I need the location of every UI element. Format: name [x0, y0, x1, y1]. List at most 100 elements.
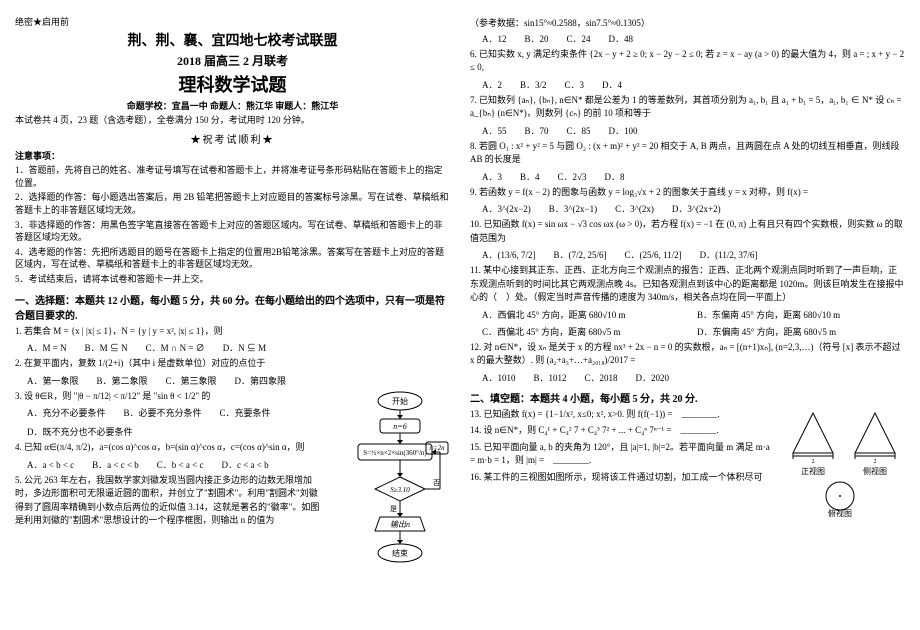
q-text: 已知函数 f(x) = {1−1/x², x≤0; x², x>0. 则 f(f… [484, 409, 720, 419]
q-num: 7. [470, 95, 477, 105]
opt: B．必要不充分条件 [124, 406, 202, 419]
front-view-label: 正视图 [801, 466, 825, 476]
opt: C．3^(2x) [615, 202, 654, 215]
opt: D．4 [602, 78, 622, 91]
q-num: 2. [15, 358, 22, 368]
fc-branch: S≥3.10 [390, 486, 410, 494]
opt: B．20 [525, 32, 549, 45]
q-text: 已知 α∈(π/4, π/2)，a=(cos α)^cos α，b=(sin α… [24, 442, 305, 452]
opt: C．M ∩ N = ∅ [146, 341, 205, 354]
opt: C．充要条件 [220, 406, 271, 419]
note-item: 5．考试结束后，请将本试卷和答题卡一并上交。 [15, 273, 450, 286]
q-num: 9. [470, 187, 477, 197]
opt: A．充分不必要条件 [27, 406, 106, 419]
opt: B．1012 [534, 371, 567, 384]
options-7: A．55 B．70 C．85 D．100 [482, 124, 905, 137]
exam-title-1: 荆、荆、襄、宜四地七校考试联盟 [15, 30, 450, 50]
opt: B．(7/2, 25/6] [554, 248, 607, 261]
opt: C．2018 [585, 371, 618, 384]
opt: D．c < a < b [221, 458, 268, 471]
opt: A．2 [482, 78, 502, 91]
opt: D．3^(2x+2) [672, 202, 721, 215]
q-num: 11. [470, 265, 481, 275]
q-text: 某工件的三视图如图所示，现将该工件通过切割，加工成一个体积尽可 [484, 472, 763, 482]
q-text: 已知函数 f(x) = sin ωx − √3 cos ωx (ω > 0)，若… [470, 219, 903, 243]
opt: D．8 [604, 170, 624, 183]
opt: B．M ⊆ N [85, 341, 128, 354]
confidential-label: 绝密★启用前 [15, 15, 450, 28]
opt: D．东偏南 45° 方向，距离 680√5 m [697, 325, 900, 338]
opt: D．N ⊆ M [223, 341, 267, 354]
fc-end: 结束 [392, 548, 408, 558]
q-text: 若圆 O₁ : x² + y² = 5 与圆 O₂ : (x + m)² + y… [470, 141, 899, 165]
q-num: 5. [15, 475, 22, 485]
wish-line: ★祝考试顺利★ [15, 131, 450, 146]
fc-start: 开始 [392, 396, 408, 406]
question-6: 6. 已知实数 x, y 满足约束条件 {2x − y + 2 ≥ 0; x −… [470, 48, 905, 75]
fc-yes: 是 [390, 505, 397, 513]
opt: B．东偏南 45° 方向，距离 680√10 m [697, 308, 900, 321]
opt: B．第二象限 [97, 374, 148, 387]
section1-head: 一、选择题：本题共 12 小题，每小题 5 分，共 60 分。在每小题给出的四个… [15, 292, 450, 322]
question-2: 2. 在复平面内，复数 1/(2+i)（其中 i 是虚数单位）对应的点位于 [15, 357, 450, 371]
q-num: 3. [15, 391, 22, 401]
opt: D．48 [609, 32, 634, 45]
q-text: 若集合 M = {x | |x| ≤ 1}，N = {y | y = x², |… [24, 326, 223, 336]
options-3: A．充分不必要条件 B．必要不充分条件 C．充要条件 D．既不充分也不必要条件 [27, 406, 307, 438]
exam-title-3: 理科数学试题 [15, 71, 450, 97]
q-text: 已知平面向量 a, b 的夹角为 120°，且 |a|=1, |b|=2。若平面… [470, 442, 770, 466]
question-9: 9. 若函数 y = f(x − 2) 的图象与函数 y = log₃√x + … [470, 186, 905, 200]
three-views: 2 正视图 2 侧视图 俯视图 [785, 408, 905, 521]
q-num: 10. [470, 219, 481, 229]
q-num: 12. [470, 342, 481, 352]
question-11: 11. 某中心接到其正东、正西、正北方向三个观测点的报告：正西、正北两个观测点同… [470, 264, 905, 305]
opt: A．3 [482, 170, 502, 183]
opt: D．既不充分也不必要条件 [27, 425, 133, 438]
options-12: A．1010 B．1012 C．2018 D．2020 [482, 371, 905, 384]
q-num: 1. [15, 326, 22, 336]
options-9: A．3^(2x−2) B．3^(2x−1) C．3^(2x) D．3^(2x+2… [482, 202, 905, 215]
q-num: 16. [470, 472, 481, 482]
fc-output: 输出n [390, 520, 410, 529]
opt: B．a < c < b [92, 458, 139, 471]
fc-no: 否 [433, 479, 440, 487]
options-10: A．(13/6, 7/2] B．(7/2, 25/6] C．(25/6, 11/… [482, 248, 905, 261]
opt: B．4 [520, 170, 540, 183]
note-item: 2．选择题的作答：每小题选出答案后，用 2B 铅笔把答题卡上对应题目的答案标号涂… [15, 191, 450, 216]
opt: A．第一象限 [27, 374, 79, 387]
exam-title-2: 2018 届高三 2 月联考 [15, 52, 450, 69]
options-4: A．a < b < c B．a < c < b C．b < a < c D．c … [27, 458, 307, 471]
q-num: 14. [470, 425, 481, 435]
question-7: 7. 已知数列 {aₙ}, {bₙ}, n∈N* 都是公差为 1 的等差数列，其… [470, 94, 905, 121]
q-text: 某中心接到其正东、正西、正北方向三个观测点的报告：正西、正北两个观测点同时听到了… [470, 265, 904, 302]
section2-head: 二、填空题：本题共 4 小题，每小题 5 分，共 20 分. [470, 390, 905, 405]
q-num: 8. [470, 141, 477, 151]
options-1: A．M = N B．M ⊆ N C．M ∩ N = ∅ D．N ⊆ M [27, 341, 450, 354]
opt: C．3 [565, 78, 585, 91]
opt: A．M = N [27, 341, 67, 354]
opt: A．1010 [482, 371, 516, 384]
q-num: 4. [15, 442, 22, 452]
q-text: 公元 263 年左右，我国数学家刘徽发现当圆内接正多边形的边数无限增加时，多边形… [15, 475, 319, 526]
q-text: 在复平面内，复数 1/(2+i)（其中 i 是虚数单位）对应的点位于 [24, 358, 265, 368]
opt: B．70 [525, 124, 549, 137]
flowchart: 开始 n=6 S=½×n×2×sin(360°/n) S≥3.10 否 n=2n [350, 389, 450, 622]
opt: A．a < b < c [27, 458, 74, 471]
question-1: 1. 若集合 M = {x | |x| ≤ 1}，N = {y | y = x²… [15, 325, 450, 339]
opt: C．(25/6, 11/2] [625, 248, 682, 261]
opt: B．3^(2x−1) [549, 202, 597, 215]
top-view-label: 俯视图 [828, 508, 852, 518]
opt: C．西偏北 45° 方向，距离 680√5 m [482, 325, 685, 338]
question-8: 8. 若圆 O₁ : x² + y² = 5 与圆 O₂ : (x + m)² … [470, 140, 905, 167]
options-6: A．2 B．3/2 C．3 D．4 [482, 78, 905, 91]
fc-update: n=2n [429, 444, 445, 452]
note-item: 4．选考题的作答：先把所选题目的题号在答题卡上指定的位置用2B铅笔涂黑。答案写在… [15, 246, 450, 271]
svg-text:2: 2 [874, 459, 877, 465]
q-text: 设 n∈N*，则 C₄¹ + C₄² 7 + C₄³ 7² + ... + C₄… [484, 425, 719, 435]
opt: A．(13/6, 7/2] [482, 248, 536, 261]
q-num: 6. [470, 49, 477, 59]
opt: A．12 [482, 32, 507, 45]
opt: B．3/2 [520, 78, 547, 91]
opt: D．2020 [636, 371, 670, 384]
q-text: 已知数列 {aₙ}, {bₙ}, n∈N* 都是公差为 1 的等差数列，其首项分… [470, 95, 901, 119]
